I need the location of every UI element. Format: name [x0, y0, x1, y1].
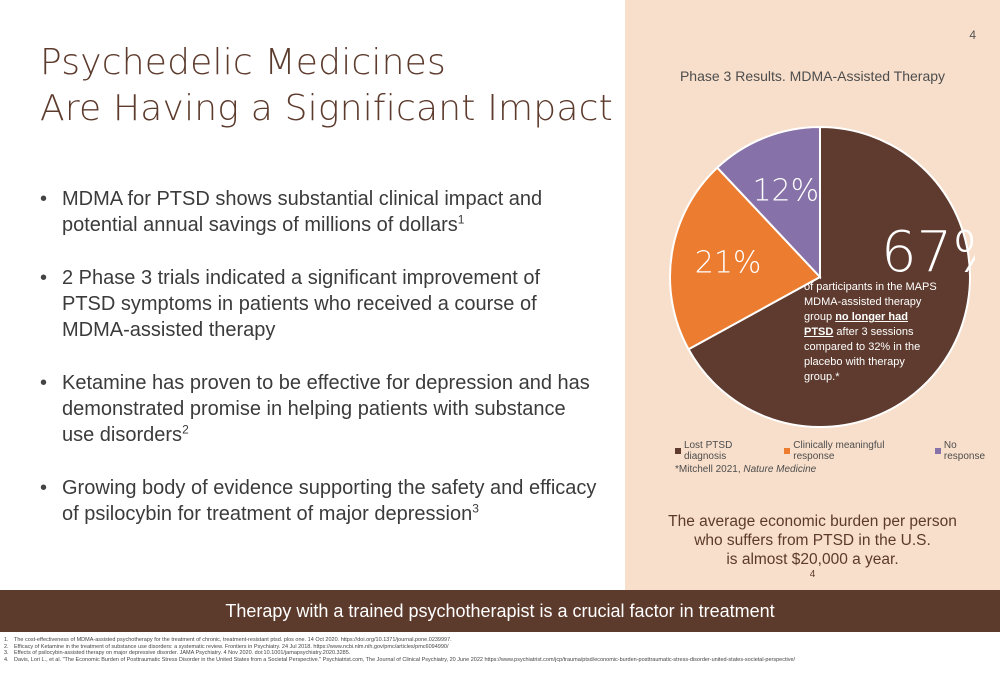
legend-item: Lost PTSD diagnosis [675, 440, 776, 462]
legend-item: No response [934, 440, 1000, 462]
reference-number: 3. [4, 650, 9, 657]
econ-line-3-text: is almost $20,000 a year. [726, 551, 899, 568]
legend-label: No response [943, 440, 986, 462]
econ-line-2: who suffers from PTSD in the U.S. [694, 532, 931, 549]
reference-text: Effects of psilocybin-assisted therapy o… [14, 650, 351, 657]
slice-no-response [715, 125, 821, 280]
reference-number: 2. [4, 643, 9, 650]
reference-text: The cost-effectiveness of MDMA-assisted … [14, 637, 452, 643]
reference-number: 4. [4, 656, 9, 663]
bullet-item: Growing body of evidence supporting the … [38, 475, 598, 527]
callout-text-before: of participants in the MAPS MDMA-assiste… [804, 281, 937, 323]
callout-emphasis: no longer had PTSD [804, 311, 908, 338]
citation-journal: Nature Medicine [743, 464, 817, 475]
title-line-1: Psychedelic Medicines [40, 42, 446, 83]
bullet-text: MDMA for PTSD shows substantial clinical… [62, 188, 543, 236]
reference-text: Efficacy of Ketamine in the treatment of… [14, 643, 449, 650]
econ-line-1: The average economic burden per person [668, 513, 957, 530]
bullet-list: MDMA for PTSD shows substantial clinical… [38, 186, 598, 554]
legend-label: Lost PTSD diagnosis [683, 440, 733, 462]
title-line-2: Are Having a Significant Impact [40, 88, 613, 129]
economic-burden-statement: The average economic burden per person w… [650, 512, 975, 588]
reference-item: 1. The cost-effectiveness of MDMA-assiste… [4, 637, 994, 644]
slice-clinically-meaningful-response [669, 166, 822, 351]
legend-swatch [784, 448, 791, 454]
chart-legend: Lost PTSD diagnosis Clinically meaningfu… [675, 440, 1000, 462]
legend-label: Clinically meaningful response [793, 440, 885, 462]
footnote-marker: 4 [809, 568, 816, 580]
footnote-marker: 2 [182, 422, 189, 437]
chart-title: Phase 3 Results. MDMA-Assisted Therapy [679, 68, 946, 84]
citation-text: *Mitchell 2021, [675, 464, 744, 475]
bullet-item: MDMA for PTSD shows substantial clinical… [38, 186, 598, 238]
bullet-text: Growing body of evidence supporting the … [62, 477, 597, 525]
page-title: Psychedelic Medicines Are Having a Signi… [40, 40, 613, 132]
bullet-item: 2 Phase 3 trials indicated a significant… [38, 265, 598, 343]
bottom-banner: Therapy with a trained psychotherapist i… [0, 590, 1000, 632]
reference-item: 2. Efficacy of Ketamine in the treatment … [4, 644, 994, 651]
reference-item: 3. Effects of psilocybin-assisted therapy… [4, 650, 994, 657]
page-number: 4 [969, 28, 976, 42]
reference-item: 4. Davis, Lori L., et al. "The Economic B… [4, 657, 994, 664]
bullet-text: 2 Phase 3 trials indicated a significant… [62, 267, 541, 341]
slice-lost-ptsd-diagnosis [687, 125, 971, 428]
reference-number: 1. [4, 637, 9, 643]
callout-text-after: after 3 sessions compared to 32% in the … [804, 326, 921, 383]
footnote-marker: 3 [472, 501, 479, 516]
legend-swatch [675, 448, 681, 454]
slice-label-no-response: 12% [752, 174, 819, 209]
econ-line-3: is almost $20,000 a year. 4 [650, 550, 975, 588]
footnote-marker: 1 [457, 212, 465, 227]
reference-text: Davis, Lori L., et al. "The Economic Bur… [14, 656, 796, 663]
legend-item: Clinically meaningful response [784, 440, 927, 462]
pie-chart: 67% 21% 12% [669, 125, 975, 428]
legend-swatch [934, 448, 941, 454]
slice-label-clinically-meaningful-response: 21% [695, 246, 762, 281]
slice-label-lost-ptsd-diagnosis: 67% [881, 220, 975, 285]
bullet-text: Ketamine has proven to be effective for … [62, 372, 590, 446]
references-list: 1. The cost-effectiveness of MDMA-assiste… [4, 637, 994, 663]
bullet-item: Ketamine has proven to be effective for … [38, 370, 598, 448]
chart-citation: *Mitchell 2021, Nature Medicine [675, 464, 816, 475]
chart-callout: of participants in the MAPS MDMA-assiste… [804, 280, 939, 385]
